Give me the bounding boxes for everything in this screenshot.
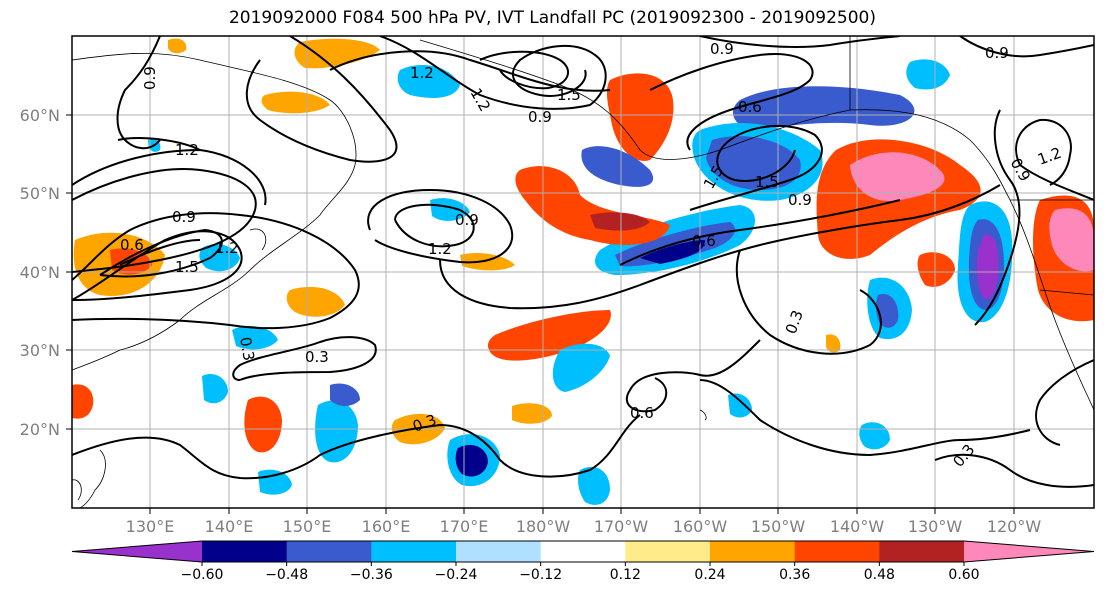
colorbar-tick-label: −0.60 [181, 567, 224, 583]
colorbar-segment [794, 541, 880, 562]
contour-label: 0.9 [985, 44, 1009, 62]
axis-ticks [66, 114, 1015, 514]
contour-label: 1.5 [755, 173, 779, 191]
lon-label: 130°W [908, 517, 963, 536]
lon-label: 140°E [205, 517, 254, 536]
lon-label: 120°W [987, 517, 1042, 536]
contour-label: 1.2 [428, 240, 452, 258]
contour-label: 0.9 [141, 66, 159, 90]
lat-label: 50°N [20, 184, 60, 203]
lat-label: 30°N [20, 341, 60, 360]
colorbar-segment [879, 541, 965, 562]
contour-label: 0.9 [455, 211, 479, 229]
lon-label: 160°E [362, 517, 411, 536]
coastlines [72, 36, 1094, 508]
colorbar-segment [625, 541, 711, 562]
lon-label: 150°W [751, 517, 806, 536]
colorbar: −0.60 −0.48 −0.36 −0.24 −0.12 0.12 0.24 0.36 0.4… [71, 540, 1095, 583]
contour-label: 0.9 [528, 108, 552, 126]
colorbar-segment [540, 541, 626, 562]
contour-label: 0.9 [172, 208, 196, 226]
lon-label: 160°W [673, 517, 728, 536]
colorbar-tick-label: −0.24 [435, 567, 478, 583]
contour-label: 0.9 [788, 191, 812, 209]
contour-label: 1.5 [175, 258, 199, 276]
colorbar-tick-label: 0.48 [864, 567, 895, 583]
contour-label: 1.5 [557, 86, 581, 104]
longitude-labels: 130°E 140°E 150°E 160°E 170°E 180°W 170°… [126, 517, 1042, 536]
colorbar-segment [710, 541, 796, 562]
contour-label: 1.2 [175, 141, 199, 159]
colorbar-extend-max [964, 541, 1094, 562]
lon-label: 180°W [516, 517, 571, 536]
lat-label: 60°N [20, 106, 60, 125]
colorbar-tick-label: −0.12 [519, 567, 562, 583]
contour-label: 0.6 [630, 404, 654, 422]
contour-label: 0.6 [738, 98, 762, 116]
lon-label: 170°W [594, 517, 649, 536]
map-title: 2019092000 F084 500 hPa PV, IVT Landfall… [228, 8, 876, 28]
colorbar-tick-label: 0.24 [694, 567, 725, 583]
lat-label: 20°N [20, 420, 60, 439]
lon-label: 130°E [126, 517, 175, 536]
contour-label: 0.6 [120, 236, 144, 254]
contour-label: 0.3 [305, 348, 329, 366]
latitude-labels: 60°N 50°N 40°N 30°N 20°N [20, 106, 60, 439]
lon-label: 150°E [283, 517, 332, 536]
lon-label: 140°W [830, 517, 885, 536]
colorbar-tick-label: 0.12 [610, 567, 641, 583]
contour-label: 0.6 [692, 232, 716, 250]
contour-label: 1.2 [215, 239, 239, 257]
pv-contours [72, 36, 1094, 488]
colorbar-segment [371, 541, 457, 562]
colorbar-extend-min [72, 541, 202, 562]
contour-label: 1.2 [410, 64, 434, 82]
colorbar-tick-label: −0.48 [265, 567, 308, 583]
colorbar-segment [456, 541, 542, 562]
lon-label: 170°E [440, 517, 489, 536]
contour-label: 0.9 [710, 40, 734, 58]
colorbar-tick-label: 0.36 [779, 567, 810, 583]
colorbar-tick-label: −0.36 [350, 567, 393, 583]
lat-label: 40°N [20, 263, 60, 282]
contour-label: 0.3 [236, 336, 258, 363]
colorbar-segment [202, 541, 288, 562]
colorbar-tick-label: 0.60 [948, 567, 979, 583]
colorbar-segment [286, 541, 372, 562]
